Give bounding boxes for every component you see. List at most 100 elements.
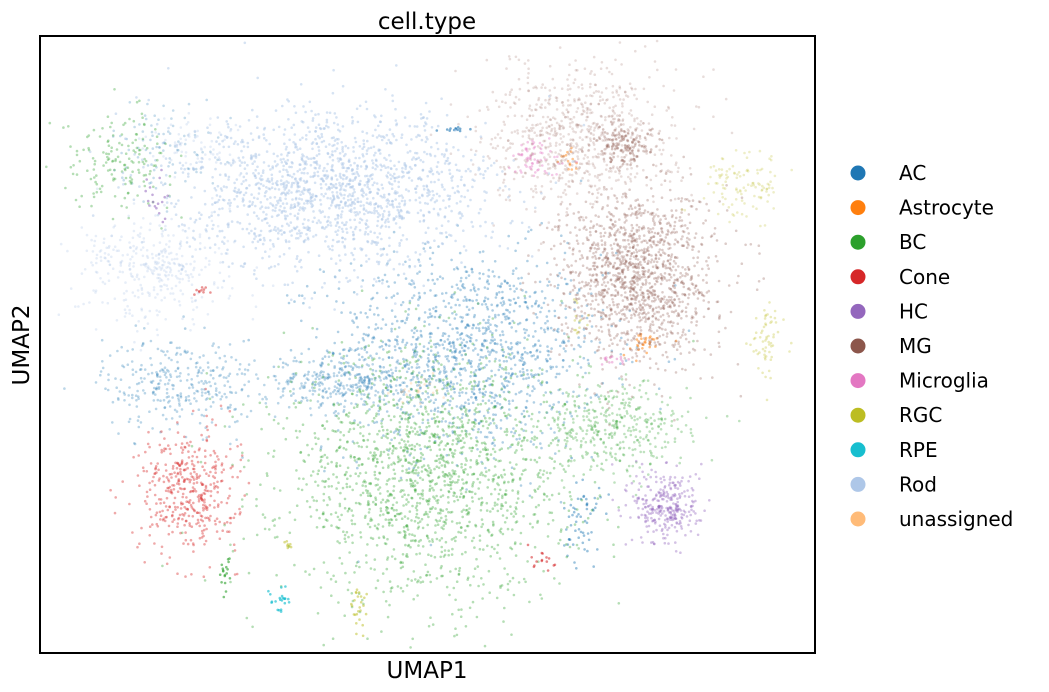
point bbox=[627, 464, 631, 468]
point bbox=[415, 508, 419, 512]
point bbox=[169, 452, 172, 456]
point bbox=[426, 278, 430, 282]
point bbox=[452, 491, 456, 494]
point bbox=[494, 357, 497, 361]
point bbox=[419, 447, 422, 451]
point bbox=[571, 513, 574, 517]
point bbox=[418, 502, 422, 505]
point bbox=[490, 375, 494, 378]
point bbox=[441, 456, 445, 459]
point bbox=[642, 502, 645, 506]
point bbox=[358, 421, 362, 424]
point bbox=[622, 446, 626, 450]
point bbox=[623, 406, 626, 410]
point bbox=[532, 335, 535, 338]
point bbox=[459, 367, 463, 371]
point bbox=[381, 340, 385, 344]
point bbox=[495, 596, 499, 600]
point bbox=[562, 359, 565, 362]
point bbox=[429, 331, 432, 335]
point bbox=[621, 440, 625, 444]
point bbox=[390, 327, 393, 331]
point bbox=[470, 390, 474, 394]
point bbox=[674, 494, 677, 497]
point bbox=[564, 153, 568, 157]
point bbox=[349, 262, 353, 265]
point bbox=[526, 392, 529, 396]
point bbox=[451, 296, 454, 299]
point bbox=[591, 428, 594, 432]
point bbox=[337, 481, 340, 485]
point bbox=[525, 305, 529, 309]
point bbox=[353, 349, 357, 352]
point bbox=[645, 351, 648, 355]
point bbox=[342, 354, 346, 358]
point bbox=[242, 537, 245, 541]
point bbox=[467, 324, 471, 328]
point bbox=[542, 394, 546, 397]
point bbox=[393, 281, 397, 284]
point bbox=[595, 452, 599, 455]
point bbox=[440, 464, 444, 467]
point bbox=[398, 479, 401, 483]
point bbox=[452, 471, 456, 475]
point bbox=[163, 406, 166, 410]
point bbox=[181, 448, 185, 452]
point bbox=[461, 478, 464, 481]
point bbox=[689, 530, 693, 533]
point bbox=[638, 416, 642, 419]
point bbox=[446, 442, 450, 446]
point bbox=[211, 344, 214, 348]
point bbox=[93, 159, 97, 163]
point bbox=[320, 364, 323, 367]
point bbox=[433, 385, 437, 389]
point bbox=[585, 507, 589, 511]
point bbox=[378, 400, 382, 404]
point bbox=[509, 505, 512, 508]
point bbox=[519, 421, 523, 424]
point bbox=[181, 476, 184, 479]
point bbox=[334, 511, 338, 514]
point bbox=[153, 542, 156, 545]
point bbox=[353, 459, 357, 462]
point bbox=[645, 418, 648, 421]
point bbox=[498, 359, 501, 362]
point bbox=[545, 495, 549, 498]
point bbox=[586, 387, 589, 391]
point bbox=[415, 552, 418, 556]
point bbox=[115, 148, 119, 151]
point bbox=[92, 195, 96, 199]
point bbox=[594, 409, 597, 413]
point bbox=[165, 476, 169, 479]
point bbox=[357, 381, 361, 385]
point bbox=[514, 512, 518, 516]
point bbox=[403, 533, 407, 536]
point bbox=[104, 387, 107, 391]
point bbox=[114, 377, 117, 380]
point bbox=[74, 198, 78, 202]
point bbox=[452, 366, 455, 370]
point bbox=[444, 355, 448, 358]
point bbox=[384, 600, 388, 603]
point bbox=[667, 360, 671, 364]
point bbox=[414, 347, 417, 350]
point bbox=[412, 331, 416, 335]
point bbox=[431, 434, 435, 437]
point bbox=[373, 376, 377, 380]
point bbox=[635, 338, 639, 341]
point bbox=[479, 355, 483, 359]
point bbox=[200, 388, 204, 391]
point bbox=[447, 302, 451, 305]
point bbox=[418, 316, 421, 320]
point bbox=[287, 301, 291, 305]
point bbox=[458, 566, 462, 570]
point bbox=[627, 426, 631, 430]
point bbox=[490, 391, 494, 395]
point bbox=[302, 374, 306, 378]
point bbox=[379, 408, 382, 411]
point bbox=[180, 216, 183, 219]
point bbox=[529, 228, 533, 232]
point bbox=[456, 287, 460, 290]
point bbox=[168, 485, 172, 489]
point bbox=[477, 487, 481, 490]
